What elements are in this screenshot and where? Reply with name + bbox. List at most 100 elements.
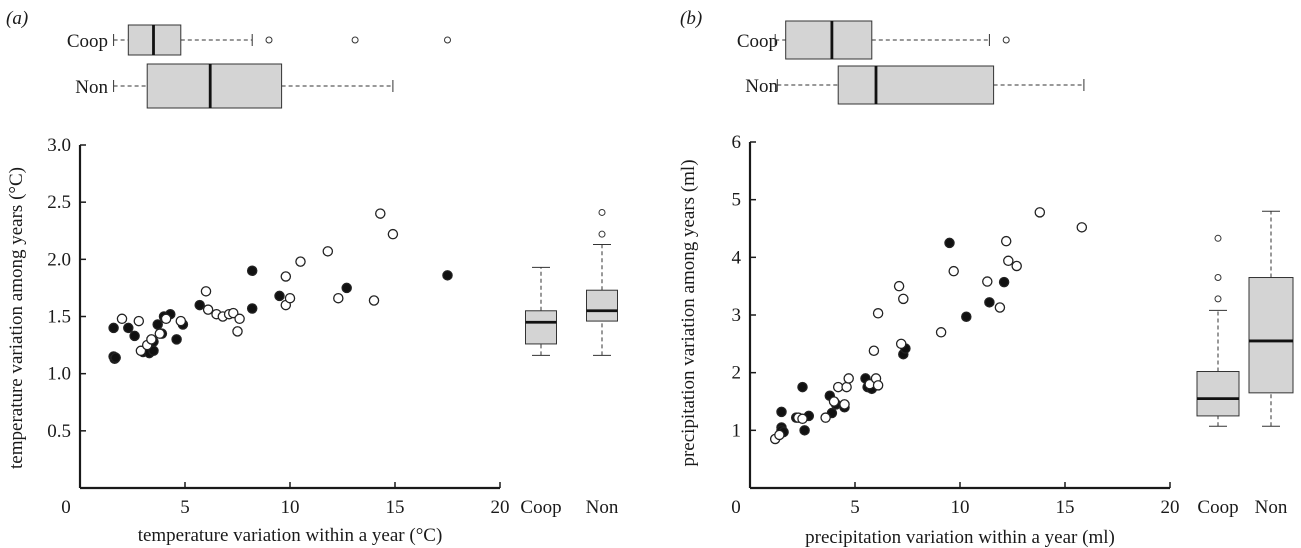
boxplot-outlier bbox=[598, 230, 606, 238]
x-tick-label: 10 bbox=[951, 497, 970, 518]
boxplot-box bbox=[1248, 277, 1294, 394]
side-boxplot-label: Non bbox=[586, 497, 619, 518]
x-tick-label: 5 bbox=[180, 497, 190, 518]
data-point-non bbox=[175, 315, 187, 327]
x-axis-title: temperature variation within a year (°C) bbox=[138, 525, 443, 546]
y-axis-title: temperature variation among years (°C) bbox=[6, 167, 27, 469]
data-point-coop bbox=[246, 265, 258, 277]
y-tick-label: 1.0 bbox=[47, 364, 71, 385]
data-point-non bbox=[146, 334, 157, 345]
data-point-non bbox=[982, 276, 993, 287]
panel-label: (a) bbox=[6, 8, 28, 29]
data-point-non bbox=[872, 380, 884, 391]
data-point-non bbox=[322, 246, 334, 257]
x-tick-label: 15 bbox=[386, 497, 405, 518]
boxplot-outlier bbox=[598, 208, 606, 216]
data-point-non bbox=[839, 399, 850, 410]
data-point-non bbox=[135, 345, 147, 357]
data-point-coop bbox=[961, 311, 972, 322]
x-tick-label: 15 bbox=[1056, 497, 1075, 518]
y-tick-label: 2.0 bbox=[47, 249, 71, 270]
data-point-coop bbox=[984, 297, 995, 308]
data-point-non bbox=[232, 326, 243, 337]
data-point-non bbox=[1011, 260, 1022, 272]
data-point-coop bbox=[123, 322, 134, 334]
top-boxplot-label: Coop bbox=[737, 31, 778, 52]
boxplot-box bbox=[1196, 371, 1240, 417]
boxplot-outlier bbox=[1214, 234, 1222, 242]
data-point-coop bbox=[797, 381, 808, 393]
y-tick-label: 1 bbox=[732, 420, 742, 441]
boxplot-box bbox=[525, 310, 557, 345]
data-point-coop bbox=[246, 303, 258, 314]
boxplot-outlier bbox=[265, 36, 273, 44]
y-tick-label: 6 bbox=[732, 132, 742, 153]
data-point-non bbox=[872, 308, 884, 319]
top-boxplot-label: Non bbox=[745, 76, 778, 97]
data-point-coop bbox=[194, 299, 205, 311]
data-point-non bbox=[935, 327, 947, 338]
data-point-non bbox=[160, 313, 172, 325]
boxplot-box bbox=[586, 289, 618, 322]
data-point-non bbox=[895, 338, 907, 350]
side-boxplot-label: Coop bbox=[520, 497, 561, 518]
data-point-non bbox=[1003, 255, 1014, 267]
boxplot-box bbox=[785, 20, 873, 60]
y-tick-label: 3.0 bbox=[47, 135, 71, 156]
y-tick-label: 2.5 bbox=[47, 192, 71, 213]
x-tick-label: 20 bbox=[1161, 497, 1180, 518]
data-point-coop bbox=[776, 406, 787, 418]
y-tick-label: 1.5 bbox=[47, 307, 71, 328]
x-tick-label: 0 bbox=[61, 497, 71, 518]
data-point-coop bbox=[110, 352, 121, 363]
boxplot-outlier bbox=[1214, 274, 1222, 282]
data-point-non bbox=[841, 381, 852, 393]
side-boxplot-label: Non bbox=[1255, 497, 1288, 518]
data-point-coop bbox=[274, 290, 285, 302]
data-point-non bbox=[774, 429, 785, 441]
data-point-non bbox=[820, 412, 831, 423]
x-axis-title: precipitation variation within a year (m… bbox=[805, 527, 1115, 548]
y-tick-label: 0.5 bbox=[47, 421, 71, 442]
data-point-non bbox=[154, 328, 166, 339]
y-tick-label: 4 bbox=[732, 247, 742, 268]
data-point-coop bbox=[799, 425, 810, 436]
data-point-coop bbox=[129, 330, 140, 342]
data-point-coop bbox=[341, 282, 352, 294]
top-boxplot-label: Coop bbox=[67, 31, 108, 52]
data-point-non bbox=[116, 313, 128, 325]
top-boxplot-label: Non bbox=[75, 77, 108, 98]
data-point-non bbox=[284, 292, 296, 304]
data-point-non bbox=[1034, 207, 1046, 218]
data-point-non bbox=[898, 293, 909, 305]
boxplot-outlier bbox=[351, 36, 359, 44]
data-point-non bbox=[1076, 222, 1088, 233]
data-point-non bbox=[228, 307, 239, 319]
data-point-non bbox=[868, 345, 880, 357]
data-point-non bbox=[280, 271, 292, 282]
x-tick-label: 0 bbox=[731, 497, 741, 518]
data-point-non bbox=[948, 265, 959, 277]
y-tick-label: 5 bbox=[732, 190, 742, 211]
boxplot-outlier bbox=[444, 36, 451, 44]
y-tick-label: 3 bbox=[732, 305, 742, 326]
data-point-non bbox=[828, 396, 840, 407]
data-point-coop bbox=[152, 319, 163, 330]
y-axis-title: precipitation variation among years (ml) bbox=[678, 159, 699, 466]
data-point-non bbox=[843, 373, 854, 384]
data-point-non bbox=[333, 292, 344, 304]
y-tick-label: 2 bbox=[732, 363, 742, 384]
data-point-coop bbox=[998, 276, 1010, 288]
x-tick-label: 10 bbox=[281, 497, 300, 518]
x-tick-label: 5 bbox=[850, 497, 860, 518]
data-point-non bbox=[133, 315, 145, 327]
data-point-non bbox=[295, 256, 306, 267]
data-point-coop bbox=[171, 334, 182, 345]
boxplot-box bbox=[837, 65, 995, 105]
data-point-non bbox=[1000, 235, 1012, 247]
data-point-non bbox=[893, 280, 905, 292]
data-point-non bbox=[200, 286, 212, 297]
panel-label: (b) bbox=[680, 8, 702, 29]
boxplot-outlier bbox=[1002, 36, 1010, 44]
